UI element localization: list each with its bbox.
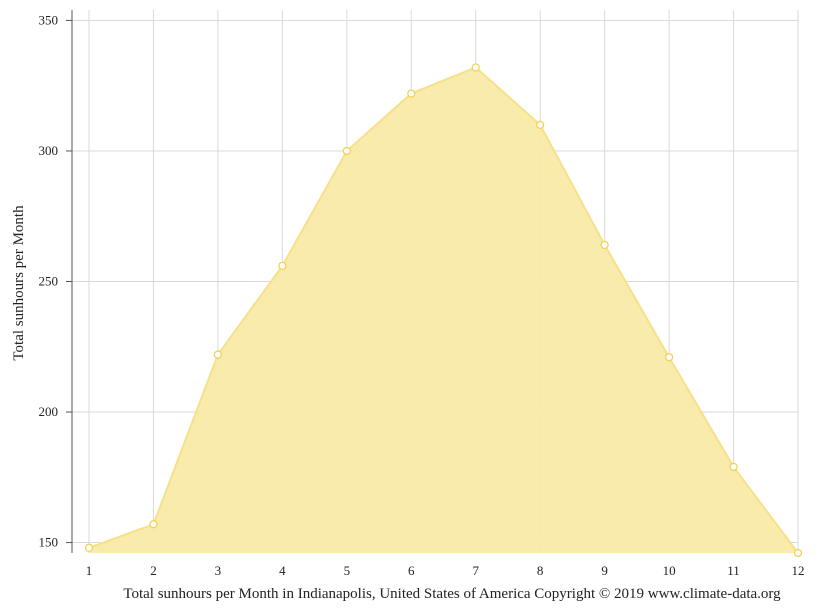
series-area: [89, 67, 798, 554]
data-point[interactable]: [342, 146, 351, 156]
y-tick-label: 250: [39, 274, 59, 289]
y-tick-label: 350: [39, 12, 59, 27]
x-tick-label: 8: [537, 563, 544, 578]
data-point[interactable]: [213, 350, 223, 359]
area-layer: [88, 66, 799, 554]
marker-layer: [84, 63, 803, 558]
data-point[interactable]: [84, 543, 94, 552]
x-tick-label: 5: [344, 563, 351, 578]
x-tick-label: 4: [279, 563, 286, 578]
x-tick-label: 3: [215, 563, 222, 578]
y-axis-title: Total sunhours per Month: [11, 205, 27, 361]
x-tick-label: 12: [792, 563, 805, 578]
y-tick-label: 200: [39, 404, 59, 419]
x-tick-label: 11: [727, 563, 740, 578]
data-point[interactable]: [471, 63, 480, 72]
series-line: [88, 66, 799, 554]
x-tick-label: 10: [663, 563, 676, 578]
axis-layer: [66, 10, 73, 553]
x-tick-label: 6: [408, 563, 415, 578]
data-point[interactable]: [407, 89, 416, 98]
x-tick-label: 2: [150, 563, 157, 578]
data-point[interactable]: [278, 261, 287, 270]
data-point[interactable]: [729, 462, 738, 471]
y-tick-label: 150: [39, 535, 59, 550]
y-tick-label: 300: [39, 143, 59, 158]
data-point[interactable]: [793, 548, 803, 558]
data-point[interactable]: [149, 520, 158, 529]
data-point[interactable]: [664, 353, 674, 362]
data-point[interactable]: [600, 240, 609, 250]
x-tick-label: 9: [601, 563, 608, 578]
x-tick-label: 1: [86, 563, 93, 578]
x-tick-label: 7: [472, 563, 479, 578]
x-axis-title: Total sunhours per Month in Indianapolis…: [123, 586, 781, 602]
data-point[interactable]: [536, 120, 545, 129]
